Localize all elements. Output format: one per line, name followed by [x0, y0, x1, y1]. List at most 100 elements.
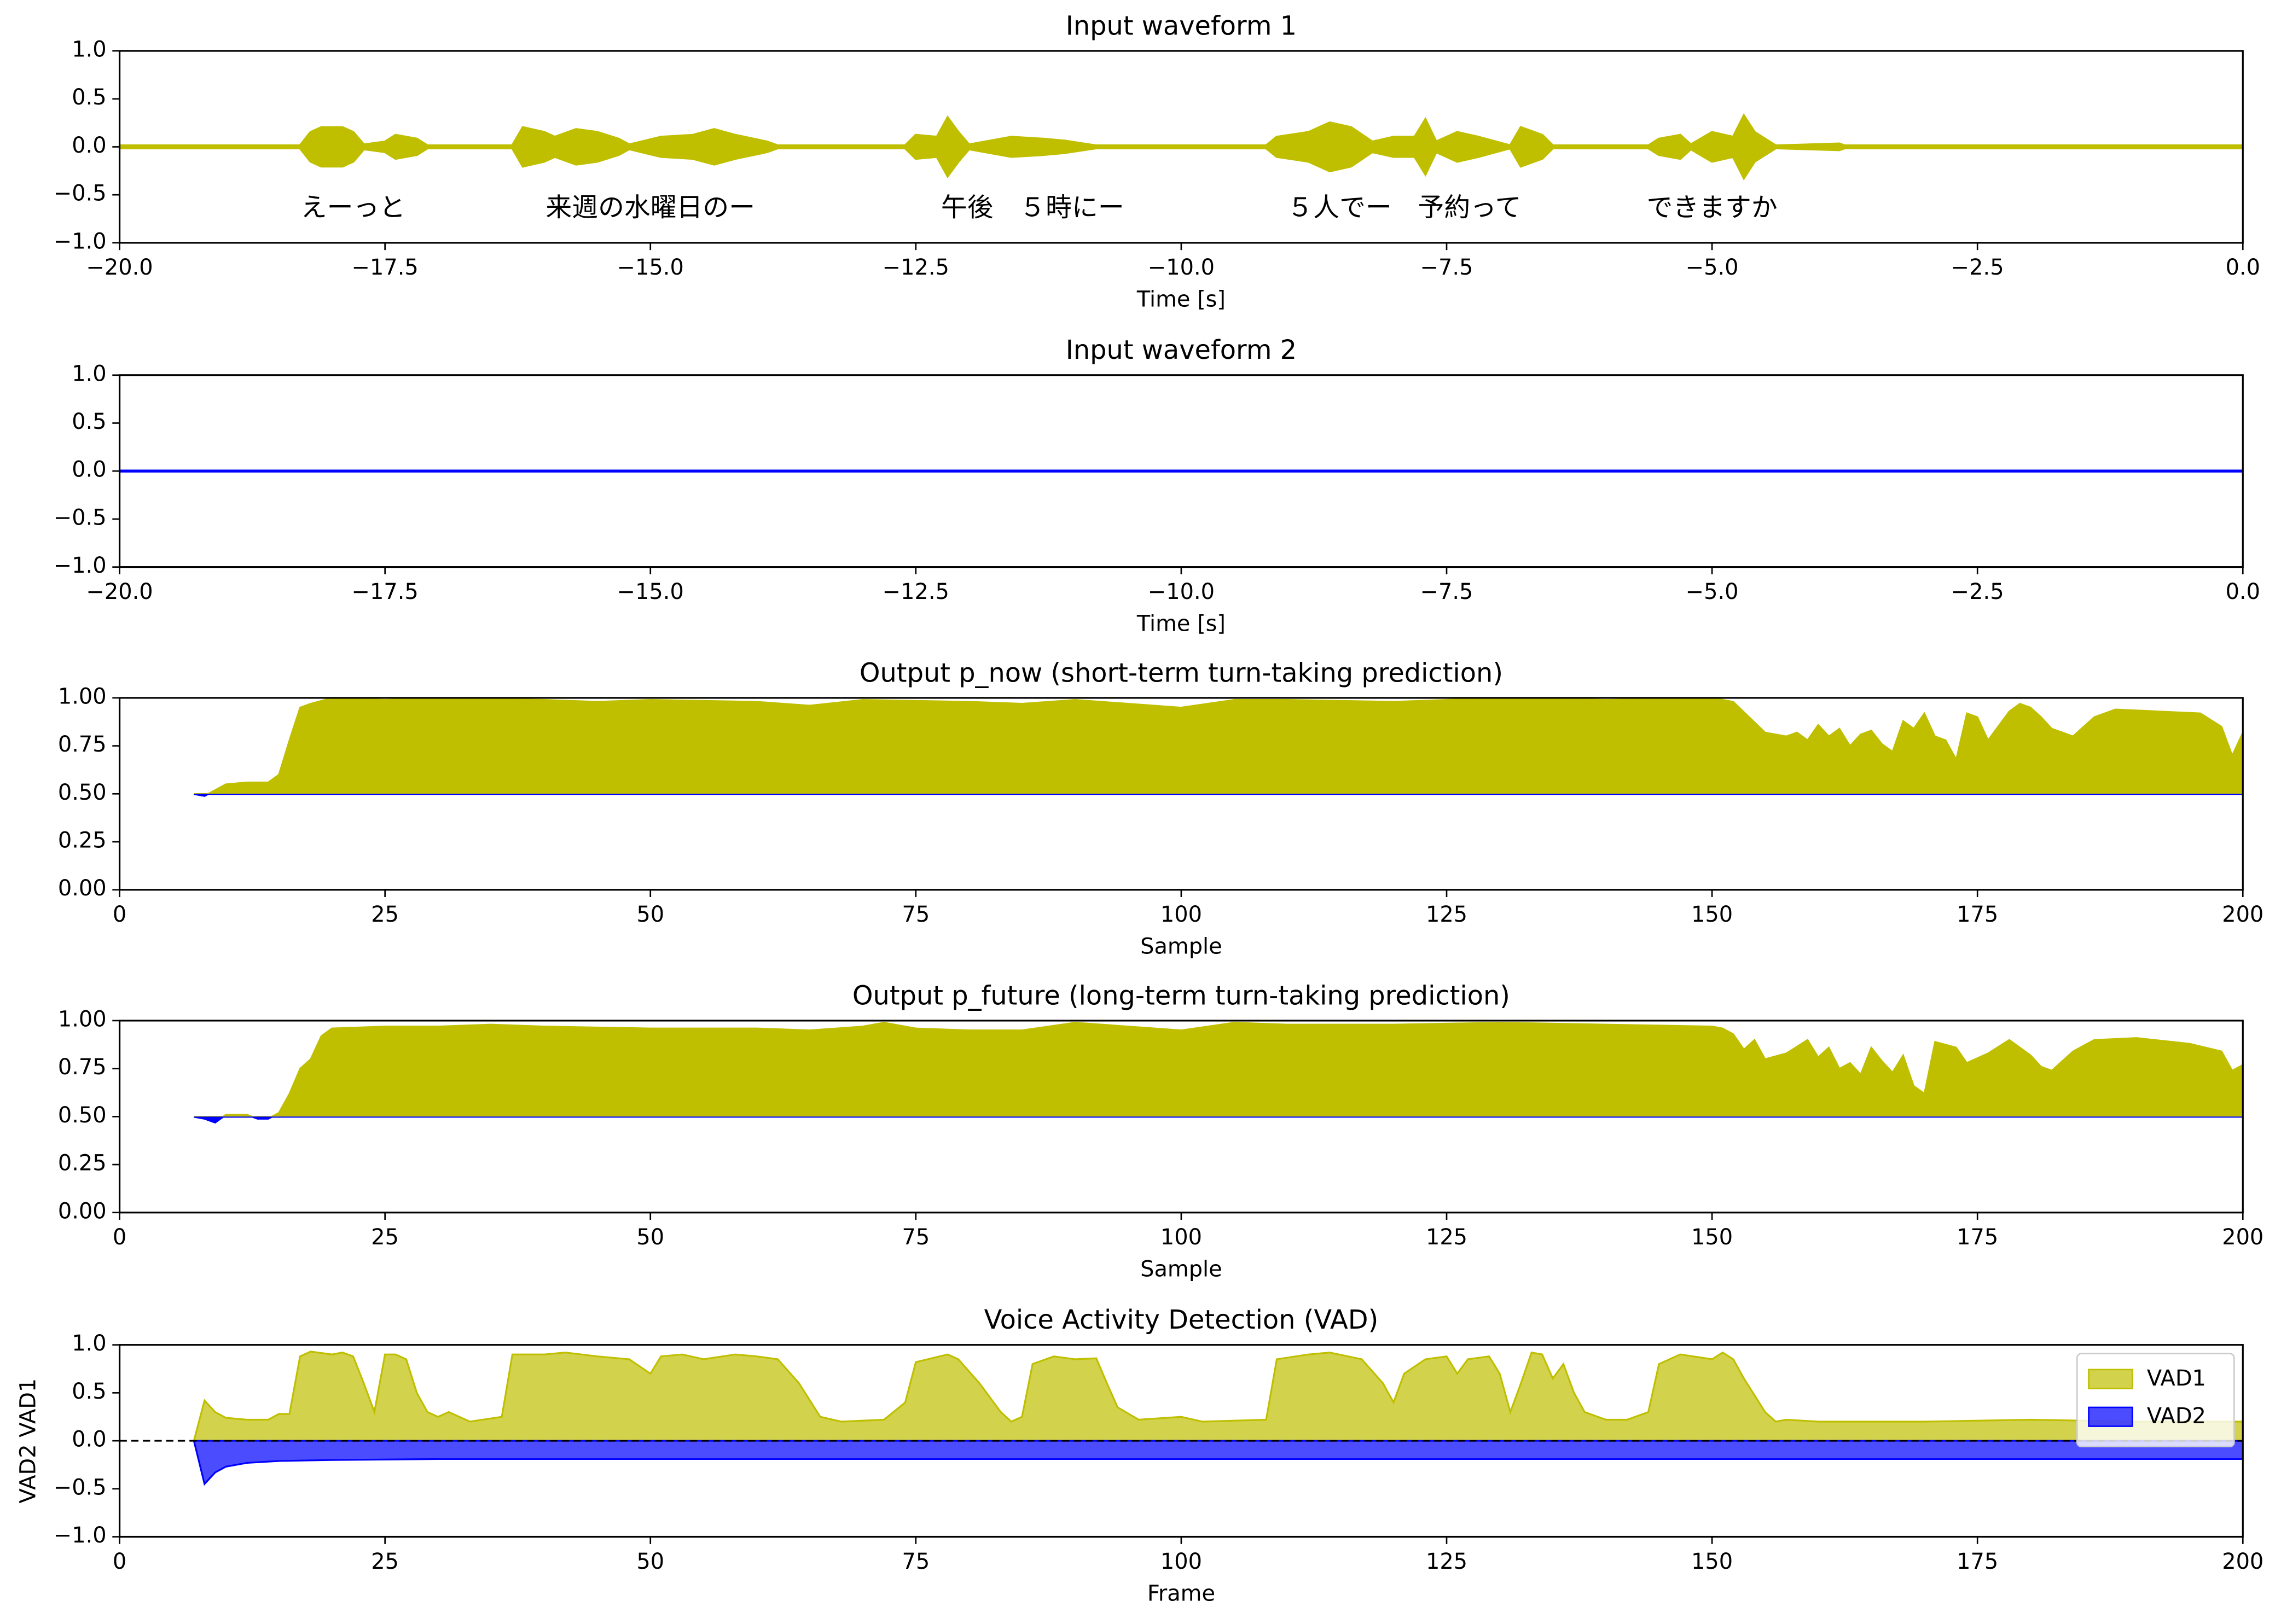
y-tick-label: −1.0 [54, 553, 107, 578]
subplot-title: Input waveform 1 [1066, 11, 1297, 42]
annotation: できますか [1647, 193, 1778, 223]
subplot-title: Voice Activity Detection (VAD) [984, 1305, 1379, 1335]
area [193, 1351, 2243, 1442]
subplot: Input waveform 2 −1.0 −0.5 0.0 0.5 1.0 −20.0 −1… [54, 335, 2260, 636]
y-tick-label: −1.0 [54, 1523, 107, 1548]
x-tick-label: −17.5 [352, 579, 419, 604]
y-tick-label: 0.5 [72, 409, 106, 434]
x-tick-label: 175 [1957, 1549, 1998, 1574]
y-tick-label: 0.0 [72, 457, 106, 482]
x-axis-label: Sample [1140, 934, 1222, 959]
y-tick-label: 1.0 [72, 37, 106, 62]
legend-label: VAD2 [2147, 1404, 2206, 1429]
subplot: Output p_now (short-term turn-taking pre… [58, 658, 2263, 959]
plot-area [119, 113, 2243, 181]
legend-label: VAD1 [2147, 1366, 2206, 1391]
x-tick-label: −12.5 [883, 579, 949, 604]
x-axis-label: Sample [1140, 1257, 1222, 1282]
y-tick-label: −0.5 [54, 181, 107, 206]
x-tick-label: −10.0 [1148, 255, 1215, 280]
x-tick-label: 200 [2222, 1225, 2263, 1250]
area-above [194, 697, 2243, 794]
annotation: ５人でー 予約って [1287, 193, 1521, 223]
x-axis-label: Frame [1147, 1581, 1215, 1606]
x-tick-label: −5.0 [1686, 255, 1739, 280]
subplot-title: Output p_now (short-term turn-taking pre… [860, 658, 1503, 688]
y-tick-label: 1.00 [58, 684, 107, 709]
legend-swatch [2088, 1369, 2133, 1389]
x-tick-label: −10.0 [1148, 579, 1215, 604]
y-tick-label: −1.0 [54, 229, 107, 254]
subplot-title: Input waveform 2 [1066, 335, 1297, 365]
annotation: えーっと [301, 193, 405, 223]
x-tick-label: −7.5 [1420, 255, 1473, 280]
annotation: 午後 ５時にー [941, 193, 1124, 223]
x-tick-label: 25 [371, 1225, 399, 1250]
y-tick-label: 0.0 [72, 133, 106, 158]
x-tick-label: 125 [1426, 1549, 1467, 1574]
subplot: Input waveform 1 えーっと 来週の水曜日のー 午後 ５時にー ５人でー … [54, 11, 2260, 312]
y-tick-label: 0.50 [58, 780, 107, 805]
subplot: Voice Activity Detection (VAD) −1.0 −0.5 0.… [15, 1305, 2263, 1606]
x-tick-label: 175 [1957, 902, 1998, 927]
y-tick-label: −0.5 [54, 505, 107, 530]
y-tick-label: 0.25 [58, 828, 107, 853]
legend-swatch [2088, 1406, 2133, 1427]
x-tick-label: 0.0 [2226, 255, 2260, 280]
x-tick-label: 25 [371, 1549, 399, 1574]
x-tick-label: 100 [1160, 1225, 1202, 1250]
y-tick-label: 1.0 [72, 361, 106, 386]
x-tick-label: 50 [636, 1549, 664, 1574]
x-tick-label: −20.0 [86, 579, 153, 604]
x-tick-label: 0 [113, 902, 126, 927]
x-axis-label: Time [s] [1136, 611, 1226, 636]
x-tick-label: 200 [2222, 902, 2263, 927]
y-tick-label: 0.0 [72, 1427, 106, 1452]
x-tick-label: 150 [1691, 902, 1733, 927]
y-tick-label: 0.75 [58, 732, 107, 757]
x-tick-label: −15.0 [617, 255, 684, 280]
x-tick-label: −15.0 [617, 579, 684, 604]
x-tick-label: 125 [1426, 1225, 1467, 1250]
x-tick-label: 125 [1426, 902, 1467, 927]
y-tick-label: −0.5 [54, 1475, 107, 1500]
x-tick-label: −12.5 [883, 255, 949, 280]
x-tick-label: 75 [902, 1225, 930, 1250]
plot-area [194, 1022, 2243, 1124]
waveform [119, 113, 2243, 181]
x-tick-label: 75 [902, 1549, 930, 1574]
x-tick-label: 0 [113, 1549, 126, 1574]
x-tick-label: 0.0 [2226, 579, 2260, 604]
y-axis-label: VAD2 VAD1 [15, 1378, 40, 1504]
x-tick-label: 100 [1160, 902, 1202, 927]
y-tick-label: 0.5 [72, 85, 106, 110]
area-above [194, 1022, 2243, 1117]
y-tick-label: 0.5 [72, 1379, 106, 1404]
subplot: Output p_future (long-term turn-taking p… [58, 981, 2263, 1282]
y-tick-label: 0.00 [58, 876, 107, 901]
x-tick-label: −17.5 [352, 255, 419, 280]
x-tick-label: 50 [636, 902, 664, 927]
x-tick-label: 0 [113, 1225, 126, 1250]
x-tick-label: 150 [1691, 1549, 1733, 1574]
x-tick-label: −7.5 [1420, 579, 1473, 604]
y-tick-label: 1.00 [58, 1006, 107, 1032]
y-tick-label: 0.75 [58, 1055, 107, 1080]
x-tick-label: −5.0 [1686, 579, 1739, 604]
plot-area [193, 1351, 2243, 1486]
plot-area [194, 697, 2243, 797]
x-tick-label: 150 [1691, 1225, 1733, 1250]
y-tick-label: 1.0 [72, 1331, 106, 1356]
annotation: 来週の水曜日のー [545, 193, 755, 223]
y-tick-label: 0.00 [58, 1198, 107, 1224]
x-tick-label: 50 [636, 1225, 664, 1250]
x-tick-label: 25 [371, 902, 399, 927]
x-tick-label: −2.5 [1951, 579, 2004, 604]
legend: VAD1 VAD2 [2076, 1353, 2235, 1448]
area [193, 1440, 2243, 1486]
x-tick-label: 100 [1160, 1549, 1202, 1574]
x-axis-label: Time [s] [1136, 287, 1226, 312]
